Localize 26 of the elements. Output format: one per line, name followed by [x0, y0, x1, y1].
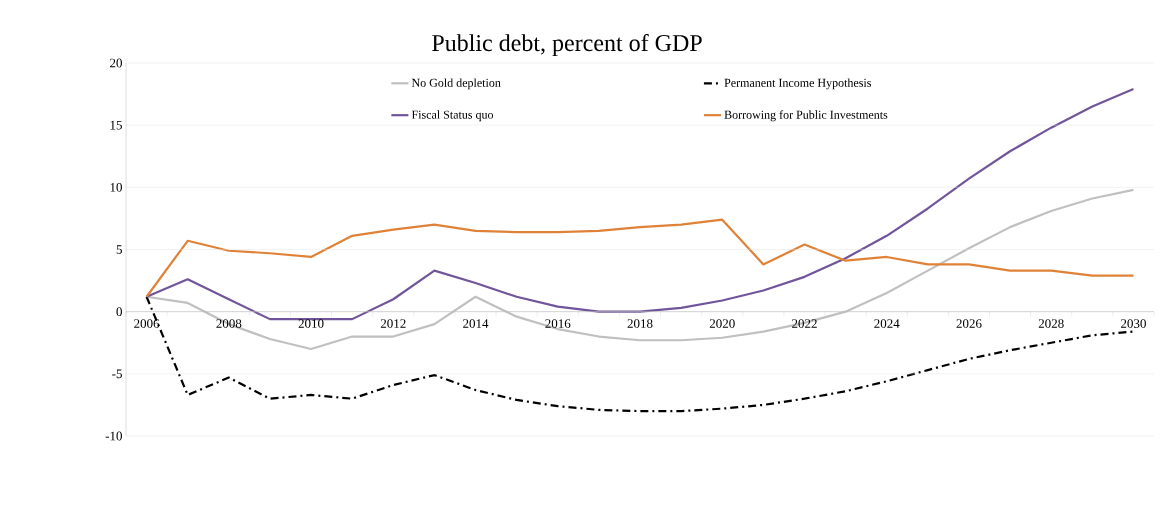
x-tick-label: 2022	[792, 319, 817, 328]
line-series	[145, 218, 1135, 298]
x-tick-label: 2006	[134, 319, 160, 328]
x-tick-label: 2014	[463, 319, 489, 328]
x-tick-label: 2010	[298, 319, 324, 328]
y-tick-label: 20	[110, 58, 122, 68]
y-tick-label: 15	[110, 120, 122, 130]
y-tick-label: -5	[112, 369, 122, 379]
legend-label: Fiscal Status quo	[411, 110, 494, 122]
x-tick-label: 2012	[380, 319, 406, 328]
y-tick-label: 0	[116, 307, 122, 317]
y-tick-label: -10	[105, 431, 122, 441]
y-tick-label: 10	[110, 182, 122, 192]
x-tick-label: 2024	[874, 319, 900, 328]
x-tick-label: 2018	[627, 319, 653, 328]
x-tick-label: 2030	[1121, 319, 1146, 328]
y-tick-label: 5	[116, 245, 122, 254]
x-tick-label: 2008	[216, 319, 242, 328]
x-tick-label: 2028	[1038, 319, 1064, 328]
legend-label: Borrowing for Public Investments	[724, 110, 888, 122]
x-tick-label: 2016	[545, 319, 571, 328]
chart-title: Public debt, percent of GDP	[432, 34, 702, 56]
legend-label: Permanent Income Hypothesis	[724, 78, 871, 90]
x-tick-label: 2026	[956, 319, 982, 328]
x-tick-label: 2020	[709, 319, 735, 328]
legend-label: No Gold depletion	[411, 78, 501, 90]
